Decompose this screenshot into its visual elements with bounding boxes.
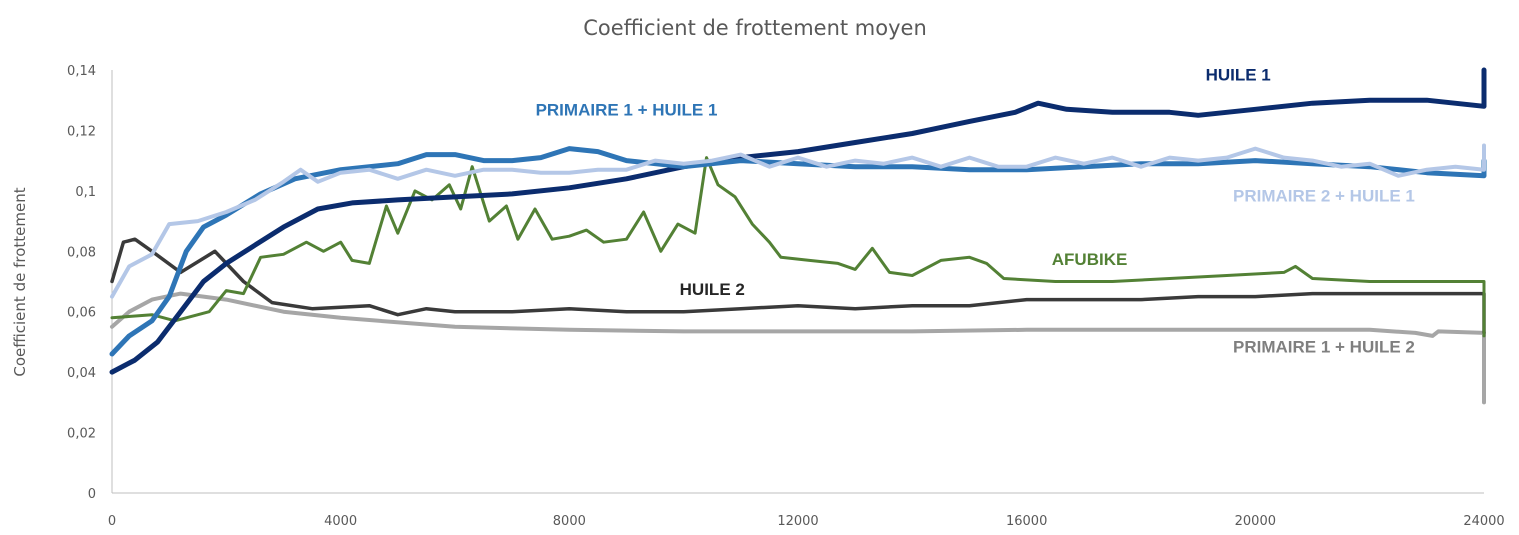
y-tick-label: 0,1	[75, 185, 96, 200]
y-tick-label: 0,12	[67, 124, 96, 139]
series-label-afubike: AFUBIKE	[1052, 250, 1128, 269]
x-tick-label: 0	[108, 514, 116, 529]
series-lines	[109, 67, 1487, 405]
y-tick-label: 0,06	[67, 306, 96, 321]
y-tick-labels: 0 0,02 0,04 0,06 0,08 0,1 0,12 0,14	[67, 64, 96, 502]
series-line-huile-1	[109, 67, 1487, 375]
series-label-primaire-1-huile-1: PRIMAIRE 1 + HUILE 1	[536, 100, 718, 119]
x-tick-label: 16000	[1006, 514, 1047, 529]
series-line-afubike	[110, 156, 1486, 338]
series-line-huile-2	[110, 237, 1486, 335]
series-label-primaire-2-huile-1: PRIMAIRE 2 + HUILE 1	[1233, 186, 1415, 205]
chart-title: Coefficient de frottement moyen	[583, 16, 927, 40]
y-tick-label: 0,04	[67, 366, 96, 381]
series-labels: HUILE 1 PRIMAIRE 1 + HUILE 1 PRIMAIRE 2 + …	[536, 66, 1415, 357]
x-tick-label: 20000	[1235, 514, 1276, 529]
x-tick-label: 8000	[553, 514, 586, 529]
y-tick-label: 0	[88, 487, 96, 502]
series-line-primaire-1-huile-1	[109, 146, 1487, 357]
series-label-primaire-1-huile-2: PRIMAIRE 1 + HUILE 2	[1233, 338, 1415, 357]
series-label-huile-1: HUILE 1	[1206, 66, 1271, 85]
x-tick-label: 12000	[777, 514, 818, 529]
series-line-primaire-2-huile-1	[110, 143, 1486, 299]
y-axis-label: Coefficient de frottement	[11, 187, 29, 376]
y-tick-label: 0,02	[67, 427, 96, 442]
y-tick-label: 0,08	[67, 245, 96, 260]
x-tick-label: 24000	[1463, 514, 1504, 529]
x-tick-labels: 0 4000 8000 12000 16000 20000 24000	[108, 514, 1505, 529]
x-tick-label: 4000	[324, 514, 357, 529]
y-tick-label: 0,14	[67, 64, 96, 79]
series-label-huile-2: HUILE 2	[680, 280, 745, 299]
